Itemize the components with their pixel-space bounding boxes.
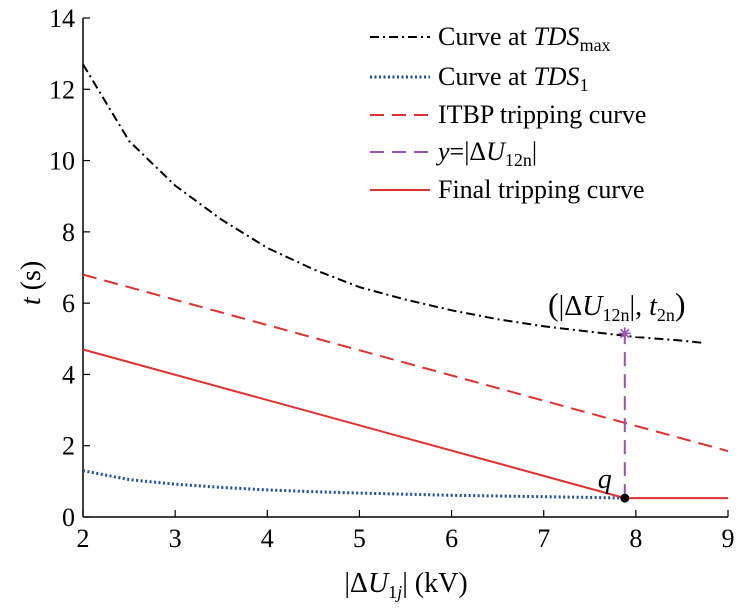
y-axis-label: t (s) bbox=[16, 261, 47, 305]
y-tick-label: 4 bbox=[62, 360, 75, 389]
series-line-1 bbox=[82, 469, 627, 500]
y-tick-label: 2 bbox=[62, 432, 75, 461]
point-intersection-label: (|ΔU12n|, t2n) bbox=[548, 286, 686, 325]
x-tick-label: 3 bbox=[169, 524, 182, 553]
legend-label-4: Final tripping curve bbox=[438, 175, 645, 204]
series-line-4 bbox=[82, 348, 728, 500]
x-tick-label: 7 bbox=[537, 524, 550, 553]
axes bbox=[82, 18, 728, 518]
x-tick-label: 8 bbox=[629, 524, 642, 553]
legend-label-1: Curve at TDS1 bbox=[438, 62, 589, 95]
x-tick-label: 5 bbox=[353, 524, 366, 553]
y-tick-label: 10 bbox=[49, 147, 75, 176]
y-axis-label-text: t (s) bbox=[16, 261, 47, 305]
point-q-marker bbox=[620, 493, 630, 503]
x-axis-label: |ΔU1j| (kV) bbox=[344, 568, 467, 602]
legend-label-3: y=|ΔU12n| bbox=[435, 137, 537, 170]
x-tick-label: 4 bbox=[261, 524, 274, 553]
y-tick-label: 8 bbox=[62, 218, 75, 247]
point-q-label: q bbox=[598, 464, 612, 495]
legend-label-2: ITBP tripping curve bbox=[438, 100, 646, 129]
series-line-0 bbox=[82, 63, 706, 345]
legend: Curve at TDSmax Curve at TDS1 ITBP trippin… bbox=[370, 22, 646, 204]
x-tick-label: 6 bbox=[445, 524, 458, 553]
series bbox=[82, 63, 729, 500]
x-tick-label: 2 bbox=[77, 524, 90, 553]
y-tick-label: 6 bbox=[62, 289, 75, 318]
series-line-2 bbox=[82, 273, 729, 453]
legend-label-0: Curve at TDSmax bbox=[438, 22, 611, 55]
annotations: q (|ΔU12n|, t2n) bbox=[548, 286, 686, 503]
x-tick-label: 9 bbox=[722, 524, 735, 553]
x-axis-label-text: |ΔU1j| (kV) bbox=[344, 568, 467, 602]
point-intersection-marker bbox=[618, 327, 631, 340]
y-tick-label: 12 bbox=[49, 75, 75, 104]
y-tick-label: 0 bbox=[62, 503, 75, 532]
y-tick-label: 14 bbox=[49, 4, 75, 33]
